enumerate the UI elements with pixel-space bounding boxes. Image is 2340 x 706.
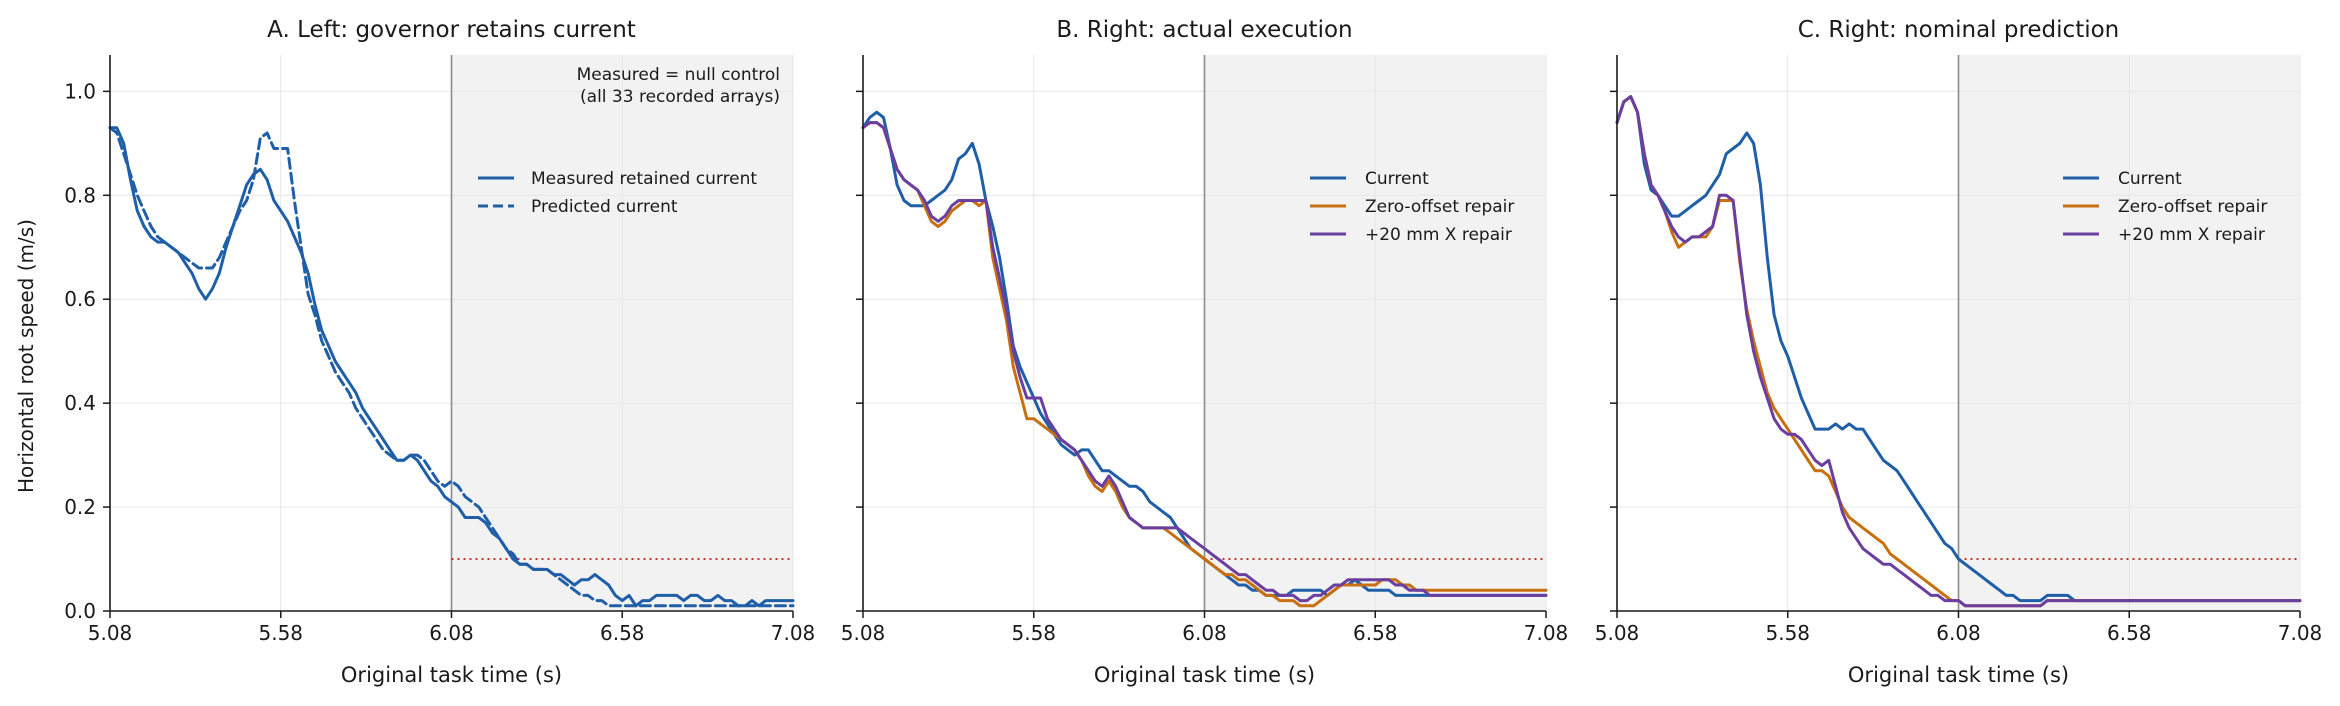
x-tick-label: 7.08 (2278, 621, 2323, 645)
x-tick-label: 6.58 (600, 621, 645, 645)
legend: Measured retained current Predicted curre… (478, 169, 757, 217)
panel-title: C. Right: nominal prediction (1798, 17, 2120, 43)
legend: Current Zero-offset repair +20 mm X repair (1310, 169, 1514, 245)
series-line-2 (108, 126, 795, 608)
annotation-text: (all 33 recorded arrays) (580, 87, 780, 107)
legend-label: Zero-offset repair (2118, 197, 2267, 217)
series-line-2 (861, 121, 1548, 608)
panel-3: 5.08 5.58 6.08 6.58 7.08 C. Right: nominal pr… (1595, 17, 2323, 687)
legend-label: Predicted current (531, 197, 678, 217)
legend-label: Measured retained current (531, 169, 757, 189)
y-tick-label: 0.8 (64, 183, 96, 207)
x-tick-label: 5.58 (1011, 621, 1056, 645)
legend-label: +20 mm X repair (1365, 225, 1512, 245)
series-line-3 (861, 121, 1548, 603)
y-tick-label: 0.2 (64, 495, 96, 519)
x-tick-label: 7.08 (1524, 621, 1569, 645)
x-tick-label: 5.08 (841, 621, 886, 645)
legend-label: +20 mm X repair (2118, 225, 2265, 245)
legend-label: Current (1365, 169, 1429, 189)
x-tick-label: 6.58 (2107, 621, 2152, 645)
y-axis-label: Horizontal root speed (m/s) (14, 219, 38, 493)
legend-label: Zero-offset repair (1365, 197, 1514, 217)
y-tick-label: 1.0 (64, 79, 96, 103)
panel-2: 5.08 5.58 6.08 6.58 7.08 B. Right: actual exe… (841, 17, 1569, 687)
y-tick-label: 0.0 (64, 599, 96, 623)
x-tick-label: 6.08 (1936, 621, 1981, 645)
panel-title: A. Left: governor retains current (267, 17, 636, 43)
x-tick-label: 6.08 (429, 621, 474, 645)
x-axis-label: Original task time (s) (1094, 663, 1315, 687)
legend: Current Zero-offset repair +20 mm X repair (2063, 169, 2267, 245)
y-tick-label: 0.6 (64, 287, 96, 311)
x-tick-label: 5.08 (1595, 621, 1640, 645)
x-tick-label: 6.58 (1353, 621, 1398, 645)
series-line-1 (108, 126, 795, 608)
x-tick-label: 5.58 (258, 621, 303, 645)
x-axis-label: Original task time (s) (1848, 663, 2069, 687)
x-tick-label: 5.58 (1765, 621, 1810, 645)
x-tick-label: 6.08 (1182, 621, 1227, 645)
annotation-text: Measured = null control (577, 65, 780, 85)
panel-title: B. Right: actual execution (1056, 17, 1352, 43)
series-line-3 (1615, 95, 2302, 608)
y-tick-label: 0.4 (64, 391, 96, 415)
legend-label: Current (2118, 169, 2182, 189)
x-axis-label: Original task time (s) (341, 663, 562, 687)
x-tick-label: 7.08 (771, 621, 816, 645)
panel-1: 5.08 5.58 6.08 6.58 7.08 0.0 0.2 0.4 0.6 0.8 1.0 A.… (64, 17, 815, 687)
x-tick-label: 5.08 (88, 621, 133, 645)
